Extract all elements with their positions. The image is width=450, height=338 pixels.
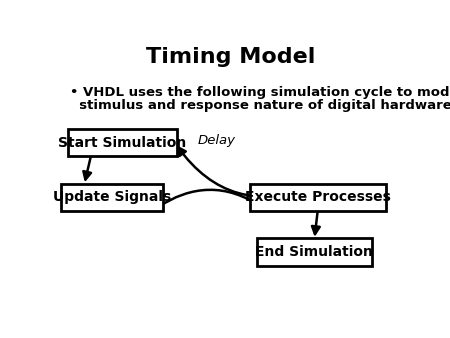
Text: Start Simulation: Start Simulation: [58, 136, 187, 150]
FancyBboxPatch shape: [62, 184, 162, 211]
Text: Delay: Delay: [198, 134, 236, 147]
Text: stimulus and response nature of digital hardware: stimulus and response nature of digital …: [70, 99, 450, 112]
FancyBboxPatch shape: [257, 238, 372, 266]
Text: Timing Model: Timing Model: [146, 47, 315, 68]
FancyBboxPatch shape: [250, 184, 386, 211]
Text: End Simulation: End Simulation: [256, 245, 373, 259]
Text: Update Signals: Update Signals: [53, 191, 171, 204]
FancyBboxPatch shape: [68, 129, 176, 156]
Text: Execute Processes: Execute Processes: [245, 191, 391, 204]
Text: • VHDL uses the following simulation cycle to model the: • VHDL uses the following simulation cyc…: [70, 86, 450, 99]
